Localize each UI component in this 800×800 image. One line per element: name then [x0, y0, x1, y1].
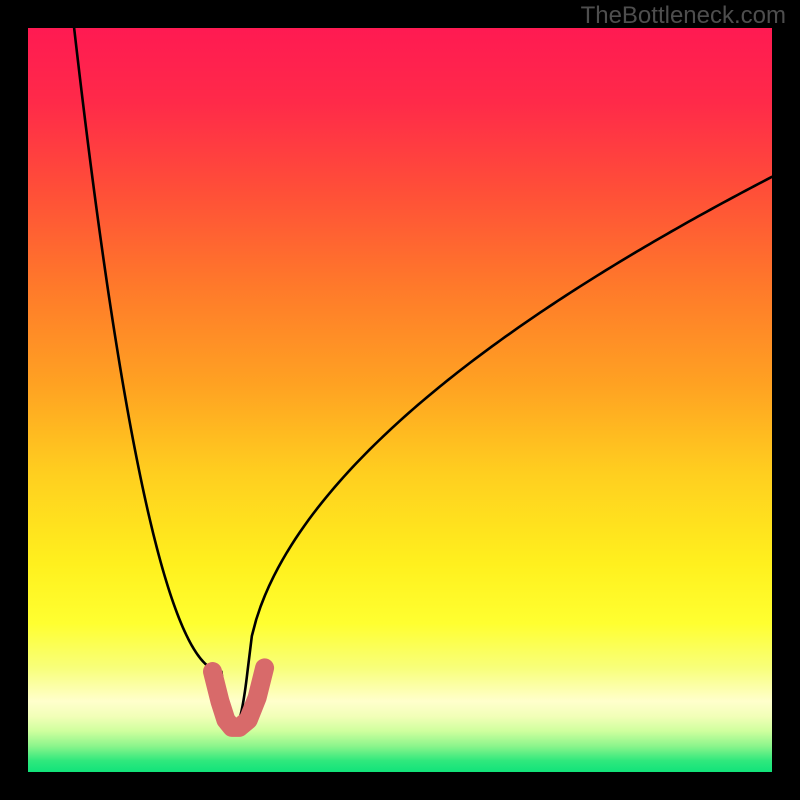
chart-root: TheBottleneck.com [0, 0, 800, 800]
optimal-range-marker [213, 668, 265, 728]
watermark-text: TheBottleneck.com [581, 2, 786, 30]
bottleneck-curve [74, 28, 772, 727]
plot-area [28, 28, 772, 772]
chart-svg [28, 28, 772, 772]
